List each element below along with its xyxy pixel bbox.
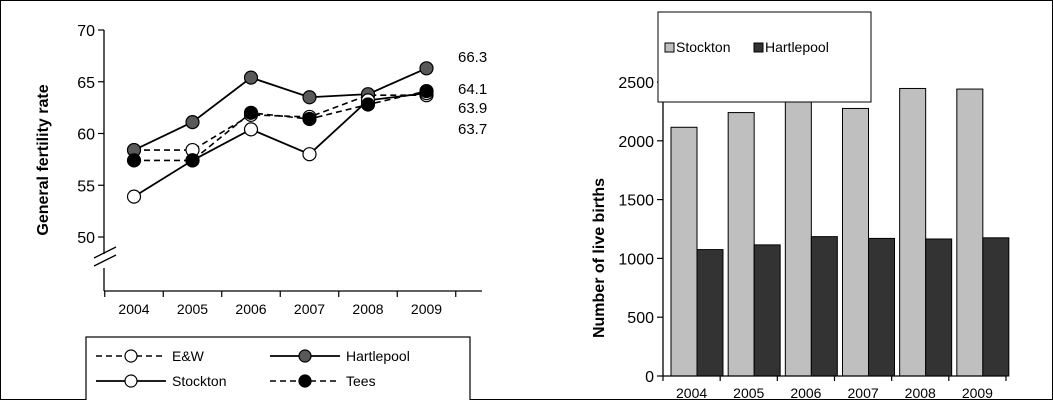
bar-stockton <box>784 95 812 377</box>
bar-stockton <box>727 112 755 377</box>
point-hartlepool <box>302 90 317 105</box>
x-tick-label: 2008 <box>905 385 936 400</box>
bar-hartlepool <box>696 249 724 377</box>
legend-marker-hartlepool <box>298 349 312 363</box>
point-tees <box>419 83 434 99</box>
legend-marker-e-w <box>124 349 138 363</box>
point-hartlepool <box>185 115 200 130</box>
y-tick-label: 500 <box>627 310 654 327</box>
bar-hartlepool <box>982 237 1010 377</box>
legend-swatch-hartlepool <box>753 42 764 53</box>
legend-label-e-w: E&W <box>172 348 205 364</box>
bar-hartlepool <box>810 236 838 377</box>
bar-stockton <box>899 87 927 377</box>
y-tick-label: 55 <box>77 178 95 195</box>
legend-label-tees: Tees <box>346 373 376 389</box>
point-hartlepool <box>419 61 434 76</box>
y-tick-label: 70 <box>77 23 95 40</box>
legend-label-stockton: Stockton <box>172 373 226 389</box>
data-label: 66.3 <box>458 49 487 66</box>
point-stockton <box>302 147 317 162</box>
point-hartlepool <box>243 70 259 85</box>
x-tick-label: 2006 <box>235 301 266 317</box>
data-label: 64.1 <box>458 81 487 98</box>
x-tick-label: 2005 <box>733 385 764 400</box>
x-tick-label: 2007 <box>848 385 879 400</box>
series-line-hartlepool <box>133 67 427 151</box>
bar-hartlepool <box>868 237 895 377</box>
point-stockton <box>126 189 142 204</box>
point-stockton <box>243 122 259 137</box>
x-tick-label: 2006 <box>790 385 821 400</box>
y-tick-label: 60 <box>77 127 95 144</box>
legend-box <box>657 11 872 103</box>
y-tick-label: 1500 <box>618 193 654 210</box>
bar-hartlepool <box>753 244 781 377</box>
y-tick-label: 2500 <box>618 75 654 92</box>
point-tees <box>185 153 200 168</box>
axis-break-mark <box>93 246 117 259</box>
legend-marker-tees <box>298 374 312 388</box>
x-tick-label: 2004 <box>118 301 149 317</box>
y-tick-label: 2000 <box>618 134 654 151</box>
y-tick-label: 65 <box>77 75 95 92</box>
data-label: 63.7 <box>458 121 487 138</box>
y-axis-title: General fertility rate <box>35 84 52 235</box>
point-tees <box>302 111 317 127</box>
legend-label-stockton: Stockton <box>676 39 730 55</box>
series-line-stockton <box>133 92 427 198</box>
point-tees <box>126 153 142 168</box>
axis-break-mark <box>93 254 117 267</box>
bar-hartlepool <box>925 238 953 377</box>
point-tees <box>360 97 376 112</box>
x-tick-label: 2005 <box>177 301 208 317</box>
point-tees <box>243 105 259 120</box>
legend-box <box>85 336 471 400</box>
series-line-tees <box>134 90 427 162</box>
legend-label-hartlepool: Hartlepool <box>346 348 410 364</box>
bar-stockton <box>956 88 984 377</box>
bar-stockton <box>842 107 869 377</box>
bar-stockton <box>670 126 698 377</box>
x-tick-label: 2009 <box>411 301 442 317</box>
data-label: 63.9 <box>458 100 487 117</box>
y-tick-label: 0 <box>645 369 654 386</box>
legend-swatch-stockton <box>664 42 675 53</box>
y-tick-label: 50 <box>77 230 95 247</box>
legend-marker-stockton <box>124 374 138 388</box>
y-axis-title: Number of live births <box>591 178 608 338</box>
legend-label-hartlepool: Hartlepool <box>765 39 829 55</box>
y-tick-label: 1000 <box>618 251 654 268</box>
x-tick-label: 2008 <box>352 301 383 317</box>
x-tick-label: 2009 <box>962 385 993 400</box>
x-tick-label: 2004 <box>676 385 707 400</box>
x-tick-label: 2007 <box>294 301 325 317</box>
